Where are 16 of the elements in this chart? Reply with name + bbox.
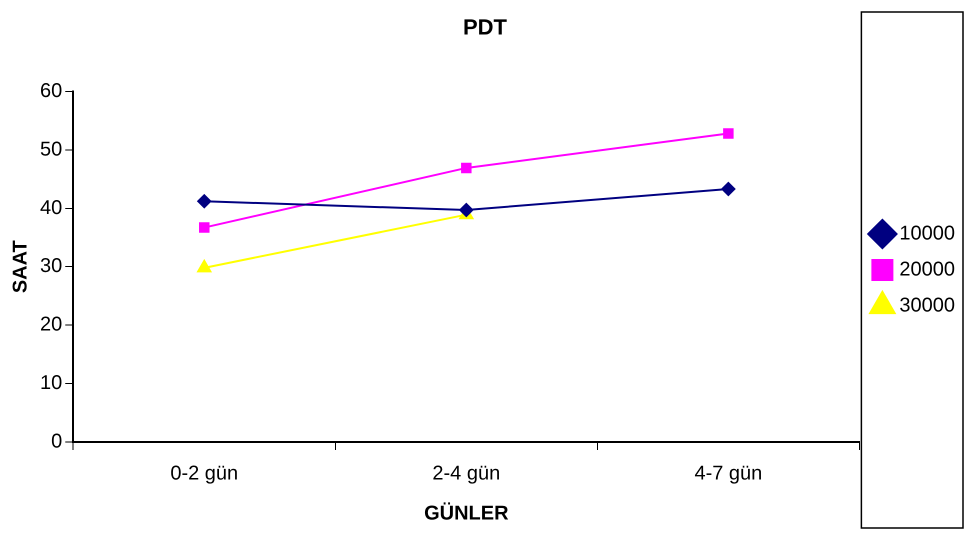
legend-label: 20000 xyxy=(899,258,956,281)
y-tick-label: 0 xyxy=(51,430,62,453)
x-tick-label: 0-2 gün xyxy=(170,462,238,485)
y-tick-label: 20 xyxy=(40,314,62,336)
chart-title: PDT xyxy=(463,14,508,40)
y-axis-title: SAAT xyxy=(10,240,32,294)
x-tick-label: 2-4 gün xyxy=(432,462,500,485)
legend-label: 30000 xyxy=(899,294,956,317)
x-tick-label: 4-7 gün xyxy=(694,462,762,485)
legend-label: 10000 xyxy=(899,222,956,245)
y-tick-label: 30 xyxy=(40,255,62,278)
y-tick-label: 50 xyxy=(40,138,62,160)
x-axis-title: GÜNLER xyxy=(424,502,510,525)
y-tick-label: 60 xyxy=(40,80,62,102)
y-tick-label: 10 xyxy=(40,372,62,394)
y-tick-label: 40 xyxy=(40,196,62,219)
